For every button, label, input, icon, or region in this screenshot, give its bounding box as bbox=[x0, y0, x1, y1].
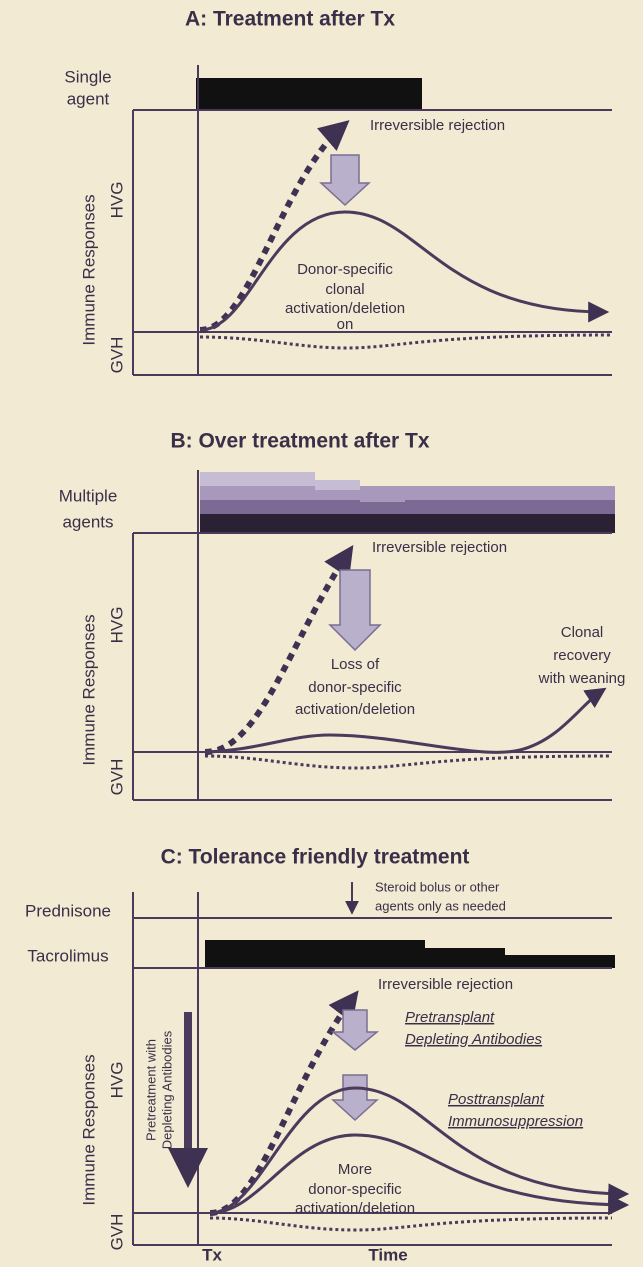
note: on bbox=[337, 316, 354, 333]
posttransplant-note: Posttransplant bbox=[448, 1091, 545, 1108]
x-start-label: Tx bbox=[202, 1245, 222, 1264]
panel-title: A: Treatment after Tx bbox=[185, 8, 395, 31]
panel-c: C: Tolerance friendly treatment Predniso… bbox=[25, 846, 630, 1264]
steroid-note: Steroid bolus or other bbox=[375, 879, 500, 894]
treatment-label: agent bbox=[67, 89, 110, 108]
note: donor-specific bbox=[308, 1181, 402, 1198]
response-curve bbox=[209, 1133, 630, 1216]
note: clonal bbox=[325, 281, 364, 298]
annotation: Irreversible rejection bbox=[370, 117, 505, 134]
gvh-curve bbox=[209, 1216, 613, 1232]
note: donor-specific bbox=[308, 679, 402, 696]
axes bbox=[132, 470, 612, 801]
shape bbox=[315, 480, 360, 490]
pretreatment-note: Depleting Antibodies bbox=[159, 1030, 174, 1149]
response-curve bbox=[209, 1086, 630, 1215]
recovery-note: with weaning bbox=[538, 670, 626, 687]
rejection-curve bbox=[204, 545, 354, 755]
panel-title: C: Tolerance friendly treatment bbox=[161, 846, 470, 869]
note: activation/deletion bbox=[295, 701, 415, 718]
shape bbox=[405, 505, 505, 514]
gvh-label: GVH bbox=[107, 337, 126, 374]
gvh-label: GVH bbox=[107, 1214, 126, 1251]
shape bbox=[505, 508, 615, 514]
block-arrow bbox=[319, 154, 371, 207]
note: activation/deletion bbox=[285, 300, 405, 317]
gvh-label: GVH bbox=[107, 759, 126, 796]
treatment-bar bbox=[196, 78, 422, 110]
treatment-label: Prednisone bbox=[25, 901, 111, 920]
panel-b: B: Over treatment after Tx Multiple agen… bbox=[59, 430, 626, 801]
hvg-label: HVG bbox=[107, 1062, 126, 1099]
x-axis-label: Time bbox=[368, 1245, 407, 1264]
pretransplant-note: Depleting Antibodies bbox=[405, 1031, 543, 1048]
shape bbox=[360, 490, 405, 502]
treatment-label: agents bbox=[62, 512, 113, 531]
hvg-label: HVG bbox=[107, 182, 126, 219]
note: Donor-specific bbox=[297, 261, 393, 278]
gvh-curve bbox=[204, 754, 613, 770]
y-axis-label: Immune Responses bbox=[79, 194, 98, 345]
treatment-bars bbox=[200, 472, 615, 533]
treatment-label: Single bbox=[64, 67, 111, 86]
pretransplant-note: Pretransplant bbox=[405, 1009, 495, 1026]
panel-title: B: Over treatment after Tx bbox=[170, 430, 429, 453]
hvg-label: HVG bbox=[107, 607, 126, 644]
block-arrow bbox=[331, 1074, 379, 1122]
posttransplant-note: Immunosuppression bbox=[448, 1113, 583, 1130]
pretreatment-note: Pretreatment with bbox=[143, 1039, 158, 1141]
response-curve bbox=[204, 687, 607, 754]
note: More bbox=[338, 1161, 372, 1178]
y-axis-label: Immune Responses bbox=[79, 614, 98, 765]
block-arrow bbox=[328, 569, 382, 652]
annotation: Irreversible rejection bbox=[378, 976, 513, 993]
block-arrow bbox=[330, 1009, 380, 1051]
shape bbox=[200, 514, 615, 533]
note: Loss of bbox=[331, 656, 380, 673]
recovery-note: Clonal bbox=[561, 624, 604, 641]
axes bbox=[132, 892, 612, 1246]
response-curve bbox=[199, 210, 610, 332]
annotation: Irreversible rejection bbox=[372, 539, 507, 556]
panel-a: A: Treatment after Tx Single agent Immun… bbox=[64, 8, 613, 376]
gvh-curve bbox=[199, 333, 613, 350]
treatment-bar bbox=[205, 940, 615, 968]
treatment-label: Multiple bbox=[59, 486, 118, 505]
rejection-curve bbox=[209, 990, 359, 1216]
recovery-note: recovery bbox=[553, 647, 611, 664]
note: activation/deletion bbox=[295, 1200, 415, 1217]
steroid-note: agents only as needed bbox=[375, 898, 506, 913]
treatment-label: Tacrolimus bbox=[27, 946, 108, 965]
y-axis-label: Immune Responses bbox=[79, 1054, 98, 1205]
axes bbox=[132, 65, 612, 376]
